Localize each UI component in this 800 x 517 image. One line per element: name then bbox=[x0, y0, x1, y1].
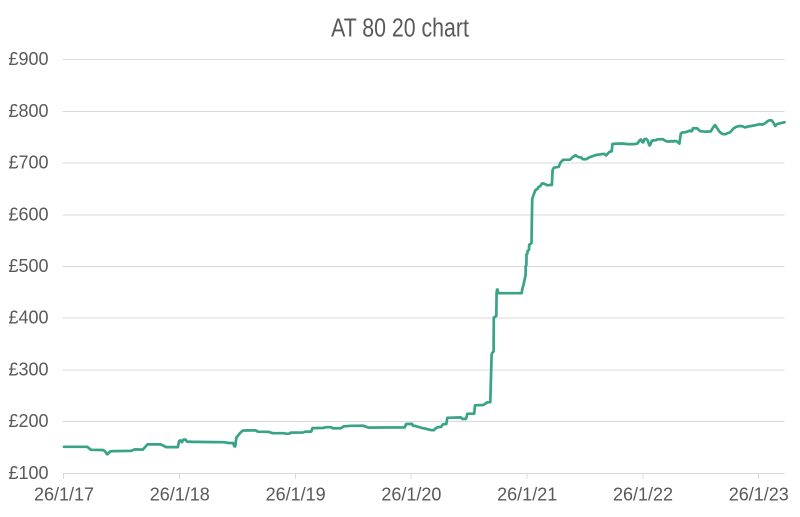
svg-text:£100: £100 bbox=[8, 463, 48, 483]
svg-text:£600: £600 bbox=[8, 204, 48, 224]
svg-text:£300: £300 bbox=[8, 359, 48, 379]
svg-text:£200: £200 bbox=[8, 411, 48, 431]
svg-text:£700: £700 bbox=[8, 153, 48, 173]
svg-text:£900: £900 bbox=[8, 49, 48, 69]
svg-text:26/1/17: 26/1/17 bbox=[34, 485, 94, 505]
svg-text:26/1/23: 26/1/23 bbox=[729, 485, 789, 505]
svg-text:£400: £400 bbox=[8, 308, 48, 328]
svg-text:26/1/22: 26/1/22 bbox=[613, 485, 673, 505]
svg-text:26/1/18: 26/1/18 bbox=[150, 485, 210, 505]
svg-text:26/1/21: 26/1/21 bbox=[497, 485, 557, 505]
svg-text:£800: £800 bbox=[8, 101, 48, 121]
svg-text:AT 80 20 chart: AT 80 20 chart bbox=[331, 14, 469, 44]
svg-text:26/1/19: 26/1/19 bbox=[266, 485, 326, 505]
svg-text:26/1/20: 26/1/20 bbox=[381, 485, 441, 505]
svg-text:£500: £500 bbox=[8, 256, 48, 276]
